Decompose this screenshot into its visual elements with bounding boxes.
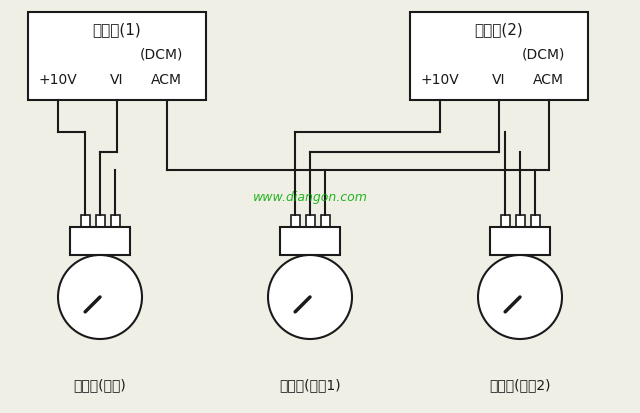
Bar: [321, 215, 330, 227]
Text: VI: VI: [110, 73, 124, 87]
Text: (DCM): (DCM): [522, 47, 565, 61]
Circle shape: [478, 255, 562, 339]
Text: 电位器(总调): 电位器(总调): [74, 378, 126, 392]
Text: ACM: ACM: [151, 73, 182, 87]
Bar: [95, 215, 104, 227]
Text: 电位器(微调2): 电位器(微调2): [489, 378, 551, 392]
Bar: [291, 215, 300, 227]
Bar: [70, 227, 130, 255]
Text: 电位器(微调1): 电位器(微调1): [279, 378, 341, 392]
Circle shape: [58, 255, 142, 339]
Text: (DCM): (DCM): [140, 47, 183, 61]
Bar: [28, 12, 206, 100]
Bar: [515, 215, 525, 227]
Text: +10V: +10V: [39, 73, 77, 87]
Text: VI: VI: [492, 73, 506, 87]
Bar: [490, 227, 550, 255]
Text: www.diangon.com: www.diangon.com: [253, 192, 367, 204]
Bar: [305, 215, 314, 227]
Text: 变频器(1): 变频器(1): [93, 22, 141, 38]
Text: +10V: +10V: [421, 73, 460, 87]
Bar: [531, 215, 540, 227]
Bar: [111, 215, 120, 227]
Bar: [500, 215, 509, 227]
Text: 变频器(2): 变频器(2): [475, 22, 524, 38]
Bar: [410, 12, 588, 100]
Bar: [280, 227, 340, 255]
Text: ACM: ACM: [533, 73, 564, 87]
Bar: [81, 215, 90, 227]
Circle shape: [268, 255, 352, 339]
